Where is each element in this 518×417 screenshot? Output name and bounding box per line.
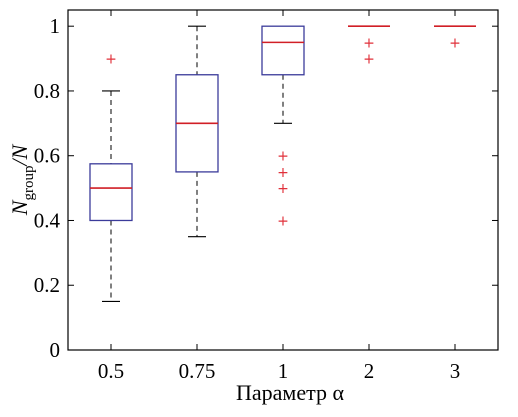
y-tick-label: 0.4 bbox=[34, 208, 61, 232]
outlier-marker: + bbox=[277, 165, 289, 181]
y-tick-label: 0.6 bbox=[34, 144, 60, 168]
y-tick-label: 0.2 bbox=[34, 273, 60, 297]
y-axis-label: Ngroup/N bbox=[7, 143, 37, 216]
x-tick-label: 1 bbox=[278, 359, 289, 383]
outlier-marker: + bbox=[363, 52, 375, 68]
y-tick-label: 0.8 bbox=[34, 79, 60, 103]
box-iqr bbox=[261, 25, 305, 76]
y-tick-label: 0 bbox=[50, 338, 61, 362]
x-tick-label: 2 bbox=[364, 359, 375, 383]
outlier-marker: + bbox=[277, 213, 289, 229]
outlier-marker: + bbox=[449, 35, 461, 51]
box-iqr bbox=[89, 163, 133, 222]
outlier-marker: + bbox=[363, 35, 375, 51]
outlier-marker: + bbox=[277, 149, 289, 165]
outlier-marker: + bbox=[105, 52, 117, 68]
y-tick-label: 1 bbox=[50, 14, 61, 38]
outlier-marker: + bbox=[277, 181, 289, 197]
x-tick-label: 0.5 bbox=[98, 359, 124, 383]
plot-frame bbox=[67, 9, 499, 351]
x-axis-label: Параметр α bbox=[236, 380, 344, 405]
x-tick-label: 0.75 bbox=[179, 359, 216, 383]
x-tick-label: 3 bbox=[450, 359, 461, 383]
